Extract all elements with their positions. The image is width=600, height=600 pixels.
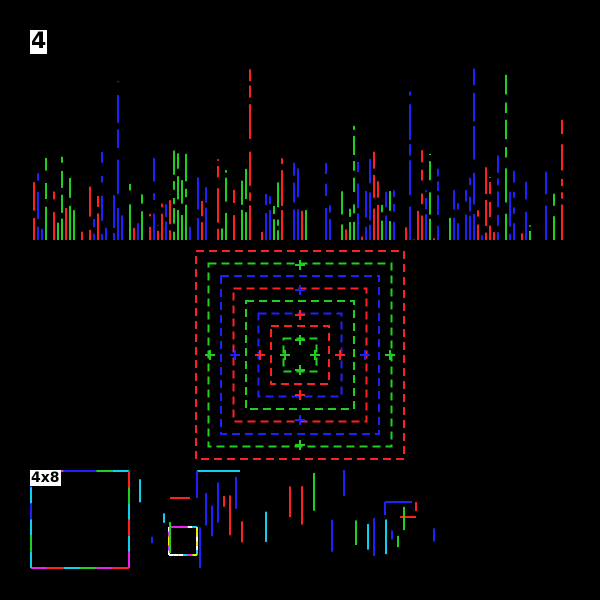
concentric-squares <box>195 250 405 460</box>
bottom-pattern <box>30 470 435 569</box>
bar-field <box>33 68 563 240</box>
ring-square <box>245 300 355 410</box>
number-label: 4 <box>30 29 48 54</box>
ring-square <box>232 287 368 423</box>
ring-square <box>195 250 405 460</box>
ring-square <box>220 275 380 435</box>
ring-square <box>270 325 330 385</box>
grid-size-label: 4x8 <box>30 470 61 486</box>
